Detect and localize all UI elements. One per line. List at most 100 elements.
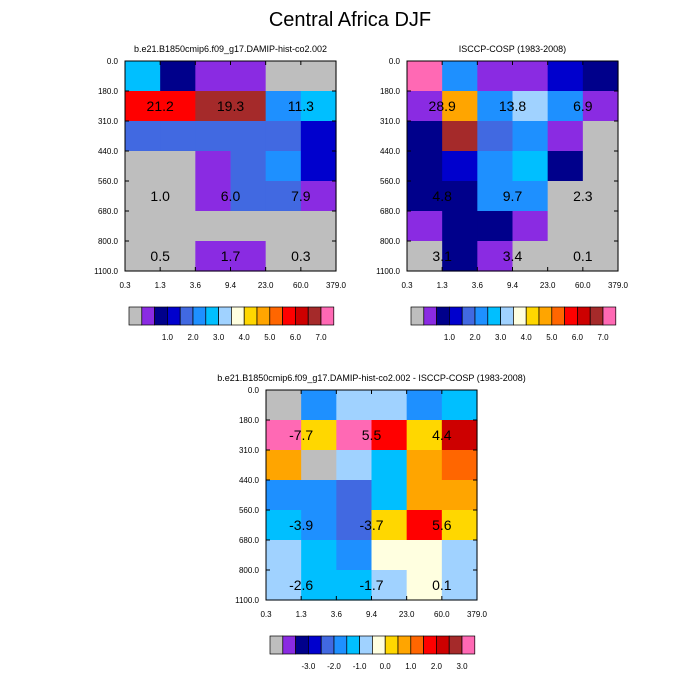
x-tick-label: 379.0 [326, 281, 347, 290]
heatmap-cell [406, 540, 443, 571]
colorbar-swatch [231, 306, 245, 326]
colorbar-swatch [269, 306, 283, 326]
heatmap-cell [407, 91, 443, 122]
heatmap-cell [547, 91, 584, 122]
colorbar-swatch [320, 635, 335, 655]
colorbar-label: -2.0 [327, 662, 341, 671]
y-tick-label: 310.0 [98, 117, 119, 126]
colorbar-swatch [359, 635, 373, 655]
cell-value-label: 1.7 [221, 248, 241, 264]
colorbar-label: 3.0 [456, 662, 468, 671]
colorbar-swatch [256, 306, 271, 326]
colorbar-label: 1.0 [405, 662, 417, 671]
heatmap-cell [371, 540, 408, 571]
heatmap-cell [160, 61, 196, 92]
heatmap-cell [442, 241, 478, 272]
colorbar-label: 6.0 [290, 333, 302, 342]
colorbar-label: 3.0 [495, 333, 507, 342]
heatmap-cell [582, 91, 619, 122]
y-tick-label: 800.0 [239, 566, 260, 575]
heatmap-cell [477, 211, 514, 242]
heatmap-cell [406, 480, 443, 511]
colorbar-label: -3.0 [302, 662, 316, 671]
heatmap-cell [371, 420, 408, 451]
heatmap-cell [336, 390, 373, 421]
cell-value-label: -7.7 [289, 427, 313, 443]
heatmap-cell [582, 151, 619, 182]
heatmap-cell [266, 510, 302, 541]
heatmap-cell [407, 241, 443, 272]
colorbar-swatch [410, 306, 425, 326]
colorbar-label: 4.0 [239, 333, 251, 342]
colorbar-swatch [410, 635, 424, 655]
cell-value-label: 0.1 [573, 248, 593, 264]
model-heatmap-panel: b.e21.B1850cmip6.f09_g17.DAMIP-hist-co2.… [94, 44, 346, 342]
colorbar-swatch [577, 306, 591, 326]
heatmap-cell [195, 121, 232, 152]
colorbar-swatch [500, 306, 514, 326]
x-tick-label: 23.0 [399, 610, 415, 619]
colorbar-swatch [538, 306, 553, 326]
heatmap-cell [336, 540, 373, 571]
heatmap-cell [441, 420, 478, 451]
x-tick-label: 23.0 [540, 281, 556, 290]
heatmap-cell [265, 91, 302, 122]
heatmap-cell [371, 510, 408, 541]
colorbar-swatch [167, 306, 181, 326]
heatmap-cell [336, 510, 373, 541]
heatmap-cell [125, 121, 161, 152]
heatmap-cell [442, 151, 478, 182]
heatmap-cell [407, 211, 443, 242]
heatmap-cell [160, 211, 196, 242]
cell-value-label: -3.7 [359, 517, 383, 533]
colorbar-swatch [320, 306, 335, 326]
heatmap-cell [125, 211, 161, 242]
panel-title: ISCCP-COSP (1983-2008) [459, 44, 566, 54]
colorbar-swatch [436, 635, 450, 655]
colorbar-swatch [397, 635, 412, 655]
colorbar-swatch [307, 306, 322, 326]
colorbar-swatch [487, 306, 501, 326]
heatmap-cell [547, 61, 584, 92]
heatmap-cell [441, 450, 478, 481]
heatmap-cell [512, 151, 549, 182]
cell-value-label: 13.8 [499, 98, 526, 114]
heatmap-cell [125, 151, 161, 182]
heatmap-cell [442, 121, 478, 152]
heatmap-cell [266, 420, 302, 451]
cell-value-label: 5.5 [362, 427, 382, 443]
heatmap-cell [582, 241, 619, 272]
y-tick-label: 1100.0 [94, 267, 118, 276]
colorbar-label: 3.0 [213, 333, 225, 342]
heatmap-cell [301, 390, 337, 421]
y-tick-label: 560.0 [239, 506, 260, 515]
heatmap-cell [336, 420, 373, 451]
colorbar-label: 7.0 [597, 333, 609, 342]
cell-value-label: 11.3 [288, 98, 314, 114]
cell-value-label: 4.8 [432, 188, 452, 204]
colorbar-swatch [564, 306, 578, 326]
colorbar-swatch [346, 635, 360, 655]
heatmap-cell [265, 121, 302, 152]
heatmap-cell [371, 390, 408, 421]
heatmap-cell [441, 480, 478, 511]
x-tick-label: 60.0 [293, 281, 309, 290]
heatmap-cell [547, 241, 584, 272]
heatmap-cell [230, 61, 267, 92]
heatmap-cell [195, 241, 232, 272]
heatmap-cell [301, 540, 337, 571]
colorbar-swatch [423, 635, 437, 655]
colorbar-swatch [308, 635, 322, 655]
x-tick-label: 0.3 [260, 610, 272, 619]
heatmap-cell [125, 181, 161, 212]
heatmap-cell [195, 61, 232, 92]
colorbar-label: 4.0 [521, 333, 533, 342]
colorbar-swatch [141, 306, 155, 326]
cell-value-label: -3.9 [289, 517, 313, 533]
x-tick-label: 1.3 [437, 281, 449, 290]
heatmap-cell [300, 91, 337, 122]
colorbar-swatch [205, 306, 219, 326]
y-tick-label: 680.0 [98, 207, 119, 216]
heatmap-cell [266, 480, 302, 511]
colorbar-label: 5.0 [546, 333, 558, 342]
